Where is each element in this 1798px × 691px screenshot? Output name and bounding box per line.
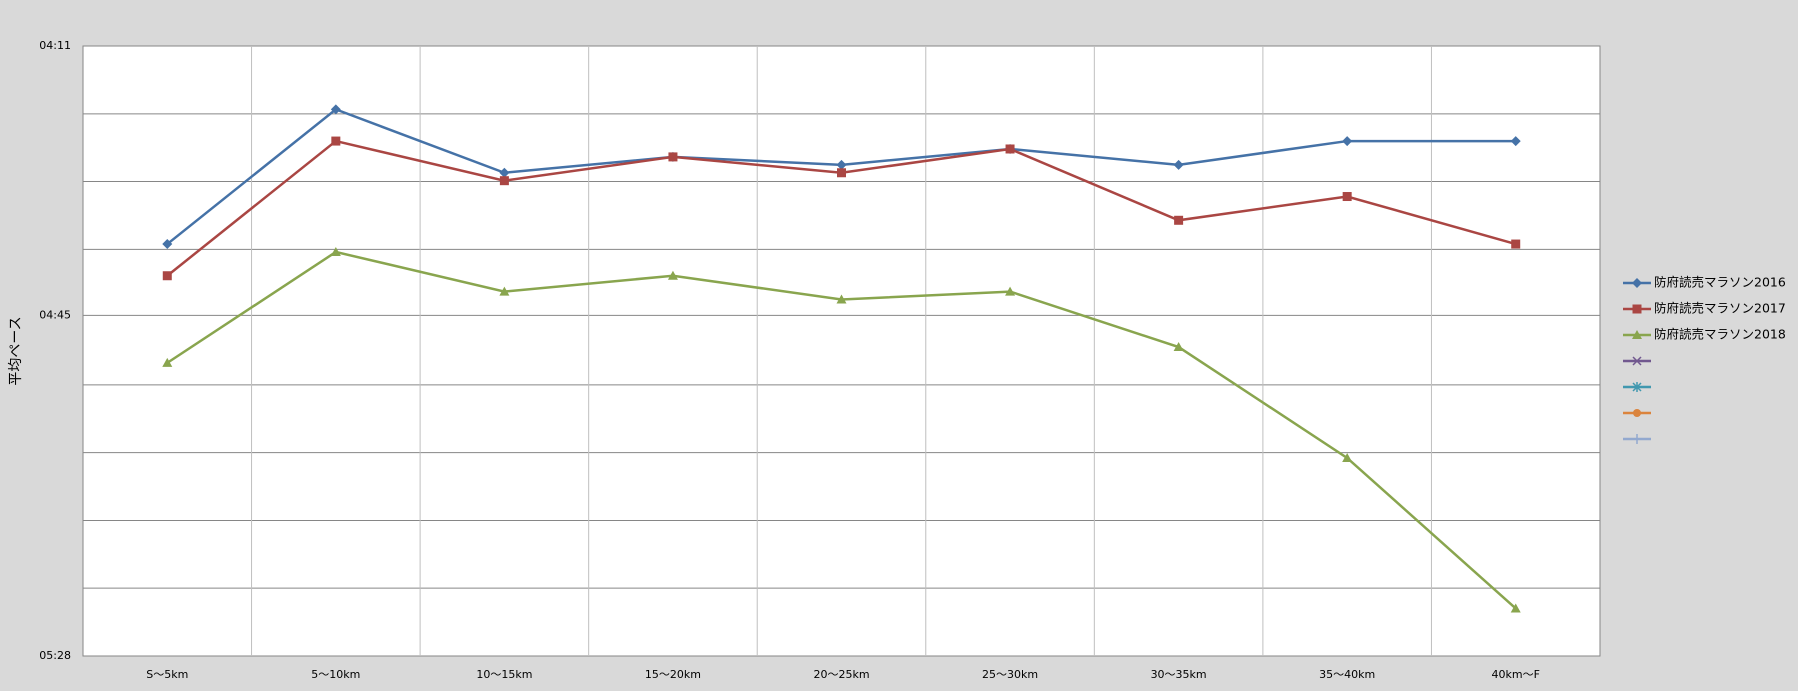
- marker: [1342, 452, 1353, 462]
- marker: [1173, 342, 1184, 352]
- marker: [1510, 603, 1521, 613]
- legend-label: 防府読売マラソン2016: [1654, 275, 1786, 290]
- x-tick-label: S～5km: [146, 668, 188, 681]
- marker: [1632, 434, 1642, 444]
- marker: [1632, 304, 1642, 314]
- marker: [1632, 356, 1642, 366]
- marker: [836, 159, 847, 170]
- marker: [499, 286, 510, 296]
- marker: [499, 176, 509, 186]
- marker: [330, 104, 341, 115]
- marker: [1633, 409, 1641, 417]
- marker: [162, 239, 173, 250]
- x-tick-label: 10～15km: [476, 668, 532, 681]
- x-tick-label: 15～20km: [645, 668, 701, 681]
- y-tick-label: 04:11: [39, 39, 71, 52]
- marker: [162, 357, 173, 367]
- marker: [1174, 215, 1184, 225]
- legend-label: 防府読売マラソン2017: [1654, 301, 1786, 316]
- marker: [1005, 286, 1016, 296]
- x-tick-label: 35～40km: [1319, 668, 1375, 681]
- marker: [667, 270, 678, 280]
- x-tick-label: 5～10km: [311, 668, 360, 681]
- legend-label: 防府読売マラソン2018: [1654, 327, 1786, 342]
- y-tick-label: 05:28: [39, 649, 71, 662]
- marker: [836, 294, 847, 304]
- marker: [1632, 330, 1642, 339]
- y-tick-label: 04:45: [39, 308, 71, 321]
- marker: [331, 136, 341, 146]
- x-tick-label: 30～35km: [1151, 668, 1207, 681]
- marker: [1632, 278, 1642, 288]
- x-tick-label: 25～30km: [982, 668, 1038, 681]
- marker: [837, 168, 846, 178]
- marker: [668, 152, 678, 162]
- marker: [1005, 144, 1015, 154]
- x-tick-label: 20～25km: [813, 668, 869, 681]
- marker: [1511, 239, 1521, 249]
- marker: [330, 246, 341, 256]
- marker: [1342, 192, 1352, 202]
- marker: [499, 167, 510, 178]
- marker: [162, 271, 172, 281]
- marker: [1510, 136, 1521, 147]
- marker: [1632, 382, 1642, 392]
- plot-area: [82, 45, 1601, 657]
- marker: [1342, 136, 1353, 147]
- x-tick-label: 40km～F: [1492, 668, 1540, 681]
- y-axis-title: 平均ペース: [8, 316, 24, 385]
- marker: [1173, 159, 1184, 170]
